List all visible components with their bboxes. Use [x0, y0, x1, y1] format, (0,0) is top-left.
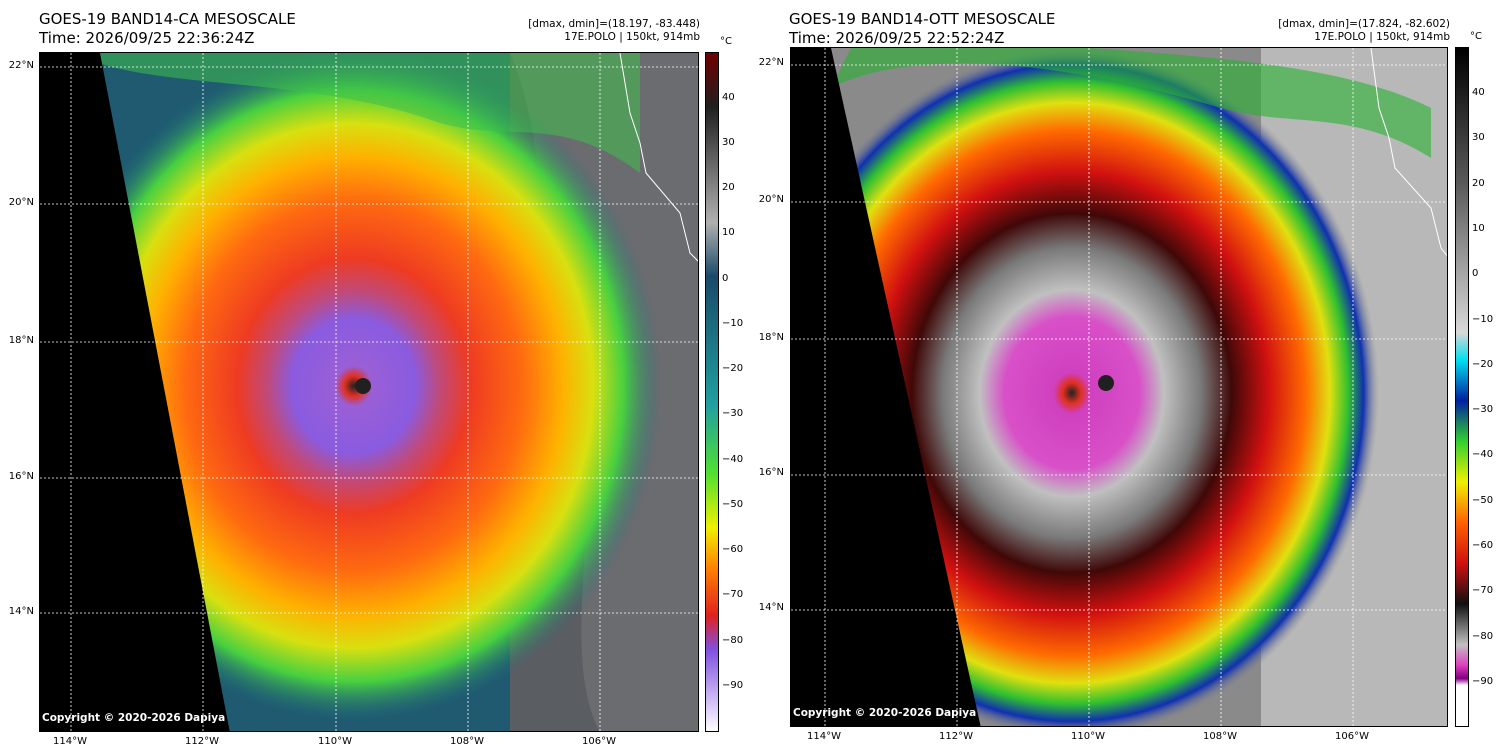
lon-label: 106°W [582, 736, 616, 747]
lat-label: 16°N [8, 471, 34, 482]
copyright-text: Copyright © 2020-2026 Dapiya [793, 707, 977, 719]
colorbar-tick: −30 [1472, 404, 1494, 415]
lat-label: 16°N [758, 467, 784, 478]
title-text: GOES-19 BAND14-CA MESOSCALE [39, 10, 296, 28]
lat-label: 20°N [8, 197, 34, 208]
colorbar-tick: 0 [1472, 268, 1479, 279]
colorbar-tick: −50 [1472, 495, 1494, 506]
colorbar-tick: −40 [1472, 449, 1494, 460]
storm-info-text: 17E.POLO | 150kt, 914mb [1314, 31, 1450, 43]
colorbar-tick: −60 [722, 544, 744, 555]
colorbar-tick: 20 [1472, 178, 1485, 189]
lon-label: 110°W [318, 736, 352, 747]
lon-label: 108°W [450, 736, 484, 747]
colorbar-tick: 10 [1472, 223, 1485, 234]
lon-label: 114°W [807, 731, 841, 742]
lon-label: 110°W [1071, 731, 1105, 742]
colorbar-tick: −70 [722, 589, 744, 600]
satellite-image-svg [791, 48, 1447, 726]
panel-title: GOES-19 BAND14-CA MESOSCALE Time: 2026/0… [39, 10, 296, 48]
colorbar-tick: −30 [722, 408, 744, 419]
colorbar-tick: 10 [722, 227, 735, 238]
colorbar-tick: −90 [1472, 676, 1494, 687]
colorbar-tick: 30 [1472, 132, 1485, 143]
lat-label: 18°N [758, 332, 784, 343]
colorbar-tick: −50 [722, 499, 744, 510]
title-text: GOES-19 BAND14-OTT MESOSCALE [789, 10, 1056, 28]
colorbar-tick: −10 [722, 318, 744, 329]
colorbar-ott [1455, 47, 1469, 727]
colorbar-tick: −20 [722, 363, 744, 374]
colorbar-tick: 30 [722, 137, 735, 148]
time-text: Time: 2026/09/25 22:52:24Z [789, 29, 1005, 47]
lat-label: 14°N [758, 602, 784, 613]
lon-label: 114°W [53, 736, 87, 747]
colorbar-unit: °C [720, 36, 732, 47]
lon-label: 112°W [939, 731, 973, 742]
panel-title: GOES-19 BAND14-OTT MESOSCALE Time: 2026/… [789, 10, 1055, 48]
panel-meta: [dmax, dmin]=(18.197, -83.448) 17E.POLO … [528, 18, 700, 44]
dmax-dmin-text: [dmax, dmin]=(17.824, -82.602) [1278, 18, 1450, 30]
copyright-text: Copyright © 2020-2026 Dapiya [42, 712, 226, 724]
satellite-image-ott [790, 47, 1448, 727]
lon-label: 112°W [185, 736, 219, 747]
lat-label: 18°N [8, 335, 34, 346]
colorbar-tick: −80 [1472, 631, 1494, 642]
colorbar-tick: 20 [722, 182, 735, 193]
colorbar-tick: −40 [722, 454, 744, 465]
colorbar-tick: −60 [1472, 540, 1494, 551]
storm-info-text: 17E.POLO | 150kt, 914mb [564, 31, 700, 43]
lat-label: 20°N [758, 194, 784, 205]
right-panel: GOES-19 BAND14-OTT MESOSCALE Time: 2026/… [750, 0, 1500, 754]
colorbar-tick: 0 [722, 273, 729, 284]
left-panel: GOES-19 BAND14-CA MESOSCALE Time: 2026/0… [8, 10, 744, 747]
colorbar-tick: −80 [722, 635, 744, 646]
lat-label: 22°N [758, 57, 784, 68]
colorbar-tick: 40 [1472, 87, 1485, 98]
lat-label: 22°N [8, 60, 34, 71]
panel-meta: [dmax, dmin]=(17.824, -82.602) 17E.POLO … [1278, 18, 1450, 44]
satellite-image-svg [40, 53, 698, 731]
colorbar-ca [705, 52, 719, 732]
colorbar-tick: 40 [722, 92, 735, 103]
colorbar-tick: −90 [722, 680, 744, 691]
colorbar-unit: °C [1470, 31, 1482, 42]
colorbar-gradient [706, 53, 718, 731]
lon-label: 106°W [1335, 731, 1369, 742]
time-text: Time: 2026/09/25 22:36:24Z [39, 29, 255, 47]
colorbar-gradient [1456, 48, 1468, 726]
colorbar-tick: −70 [1472, 585, 1494, 596]
colorbar-tick: −20 [1472, 359, 1494, 370]
satellite-image-ca [39, 52, 699, 732]
lat-label: 14°N [8, 606, 34, 617]
dmax-dmin-text: [dmax, dmin]=(18.197, -83.448) [528, 18, 700, 30]
colorbar-tick: −10 [1472, 314, 1494, 325]
lon-label: 108°W [1203, 731, 1237, 742]
